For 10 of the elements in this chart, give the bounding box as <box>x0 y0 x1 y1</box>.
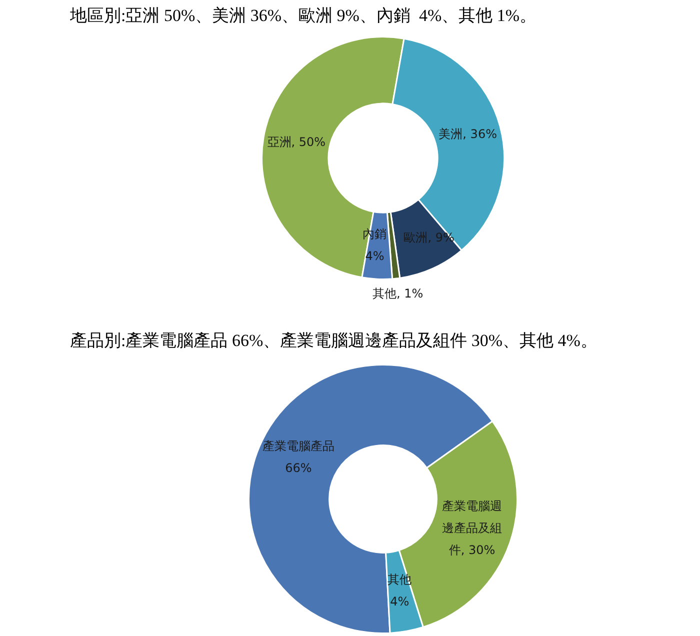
data-label: 66% <box>285 461 312 476</box>
chart-title: 地區別:亞洲 50%、美洲 36%、歐洲 9%、內銷 4%、其他 1%。 <box>70 5 537 27</box>
chart-title: 產品別:產業電腦產品 66%、產業電腦週邊產品及組件 30%、其他 4%。 <box>70 330 598 352</box>
slice-label: 產業電腦產品 <box>262 439 334 454</box>
slice-label: 美洲, 36% <box>438 127 497 142</box>
slice-label: 內銷 <box>362 226 387 241</box>
data-label: 4% <box>390 594 410 609</box>
slice-label: 其他, 1% <box>372 286 424 301</box>
slice-label: 亞洲, 50% <box>267 134 326 149</box>
slice-label: 產業電腦週邊產品及組件, 30% <box>442 499 502 558</box>
